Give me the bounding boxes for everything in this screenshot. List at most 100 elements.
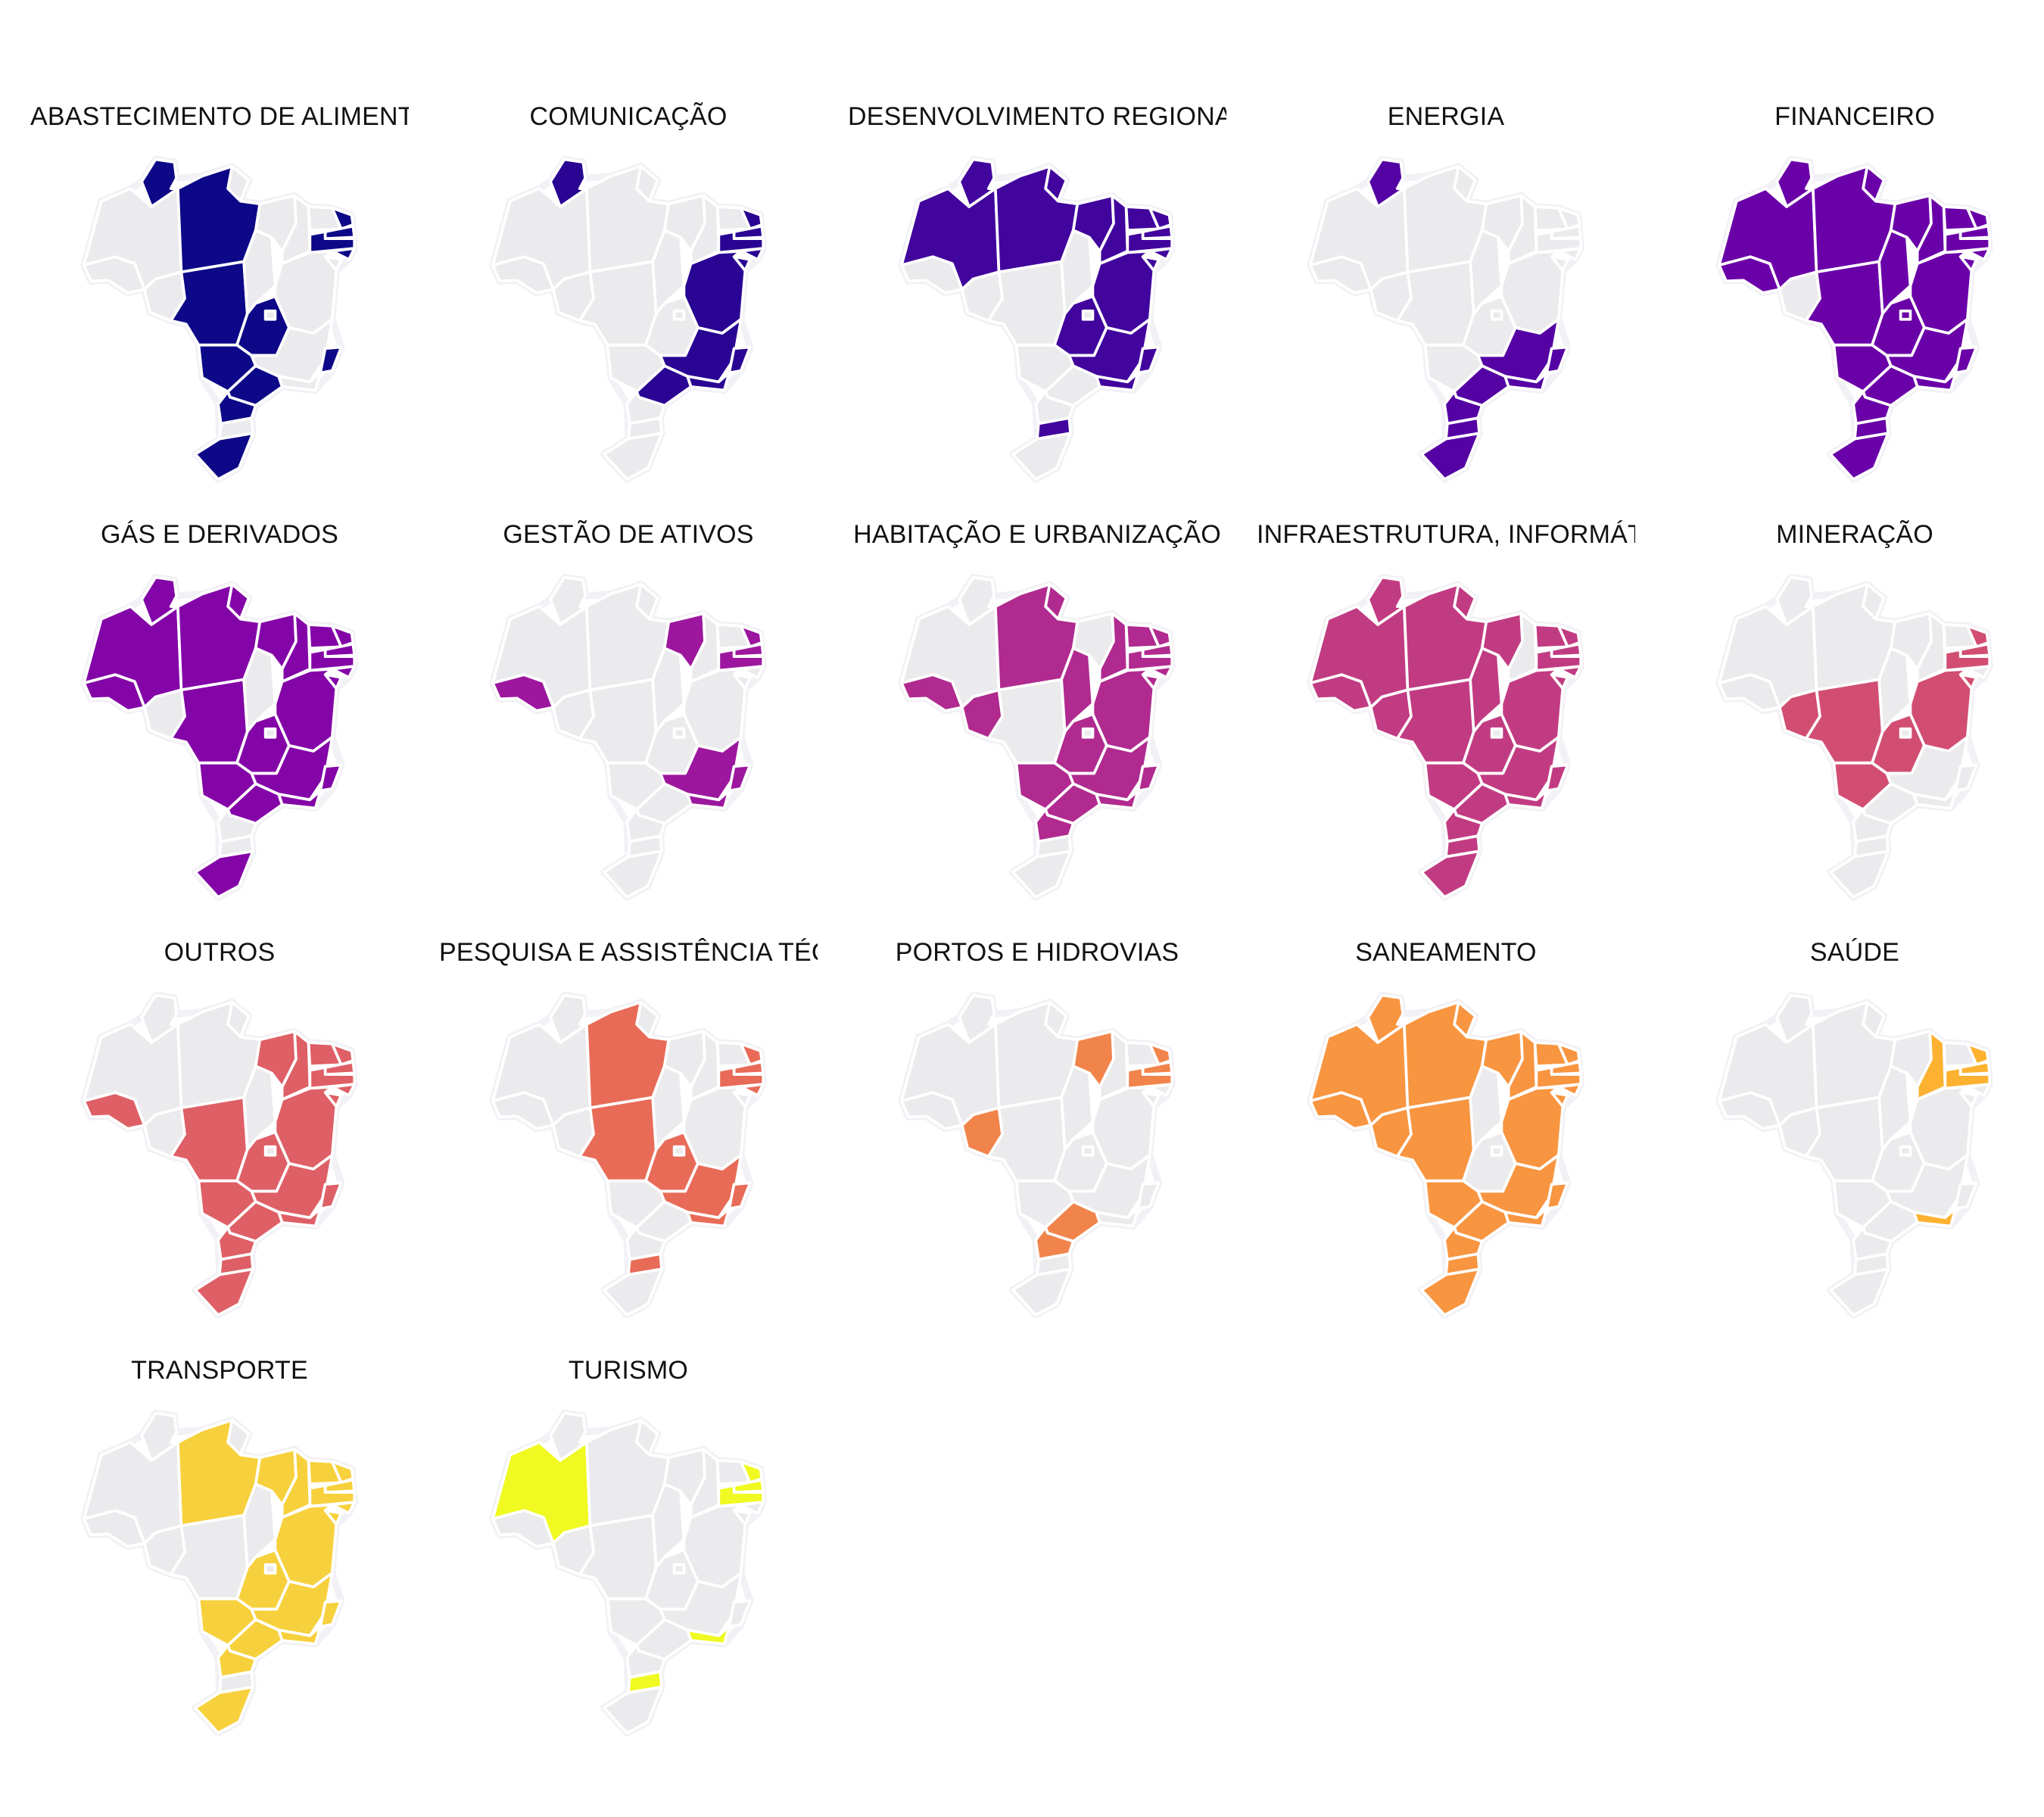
state-es [319, 1599, 343, 1628]
state-mt [1395, 260, 1475, 347]
state-es [728, 1181, 752, 1211]
state-rr [1366, 575, 1406, 626]
state-al [739, 247, 765, 261]
state-rn [1556, 624, 1581, 649]
state-rs [1420, 432, 1481, 481]
state-mt [578, 260, 658, 347]
brazil-map-svg [1307, 155, 1584, 483]
state-mt [1804, 1095, 1884, 1183]
state-rn [739, 624, 764, 649]
map-panel: HABITAÇÃO E URBANIZAÇÃO [848, 512, 1226, 905]
state-rs [1011, 849, 1072, 899]
state-mt [578, 1095, 658, 1183]
brazil-map [439, 983, 818, 1323]
state-al [739, 1083, 765, 1097]
brazil-map [848, 147, 1226, 488]
state-rs [194, 849, 254, 899]
state-mt [1804, 260, 1884, 347]
state-al [330, 1083, 356, 1097]
state-al [330, 1501, 356, 1515]
state-rs [1420, 1267, 1481, 1317]
state-rr [549, 993, 588, 1044]
state-rs [1829, 849, 1890, 899]
state-mt [169, 1095, 249, 1183]
map-panel: COMUNICAÇÃO [439, 94, 818, 488]
state-rn [1148, 1042, 1173, 1067]
state-df [672, 727, 686, 739]
state-mt [1804, 678, 1884, 765]
state-rs [1829, 432, 1890, 481]
state-mt [578, 1513, 658, 1600]
brazil-map [1257, 983, 1635, 1323]
state-rn [330, 1460, 355, 1485]
brazil-map-svg [1307, 991, 1584, 1319]
brazil-map [1665, 565, 2044, 905]
state-rr [1366, 157, 1406, 208]
state-rn [1148, 624, 1173, 649]
state-rn [1965, 1042, 1990, 1067]
panel-title: SANEAMENTO [1355, 938, 1537, 967]
state-df [1490, 309, 1503, 321]
panel-title: PORTOS E HIDROVIAS [895, 938, 1179, 967]
state-rn [739, 206, 764, 231]
state-es [728, 763, 752, 793]
brazil-map [439, 147, 818, 488]
brazil-map-svg [1715, 573, 1993, 901]
state-mt [169, 678, 249, 765]
state-rn [1556, 206, 1581, 231]
state-al [1965, 665, 1991, 679]
state-rs [1011, 432, 1072, 481]
brazil-map [30, 565, 409, 905]
state-df [263, 309, 277, 321]
map-panel: TRANSPORTE [30, 1348, 409, 1741]
state-es [1136, 345, 1161, 375]
state-al [1556, 1083, 1582, 1097]
state-df [1899, 309, 1912, 321]
panel-title: PESQUISA E ASSISTÊNCIA TÉCNICA AGROPECUÁ… [439, 938, 818, 967]
brazil-map-svg [1715, 991, 1993, 1319]
map-panel: INFRAESTRUTURA, INFORMÁTICA E TECNOLOGIA… [1257, 512, 1635, 905]
brazil-map [1257, 565, 1635, 905]
state-es [319, 763, 343, 793]
brazil-map-svg [898, 991, 1176, 1319]
state-rr [1366, 993, 1406, 1044]
state-es [1545, 763, 1569, 793]
state-df [1490, 1145, 1503, 1157]
state-rr [1775, 575, 1815, 626]
state-rn [1965, 624, 1990, 649]
panel-title: ENERGIA [1387, 102, 1505, 131]
state-rn [330, 624, 355, 649]
brazil-map-svg [80, 573, 358, 901]
panel-title: TRANSPORTE [131, 1356, 308, 1385]
map-panel: SAÚDE [1665, 930, 2044, 1323]
state-al [739, 665, 765, 679]
state-rn [739, 1042, 764, 1067]
brazil-map-svg [489, 1409, 767, 1737]
state-rn [330, 206, 355, 231]
state-rn [739, 1460, 764, 1485]
state-al [1148, 1083, 1173, 1097]
state-df [263, 1145, 277, 1157]
map-panel: PORTOS E HIDROVIAS [848, 930, 1226, 1323]
map-panel: FINANCEIRO [1665, 94, 2044, 488]
state-al [1556, 247, 1582, 261]
state-rn [330, 1042, 355, 1067]
panel-title: GÁS E DERIVADOS [100, 520, 339, 549]
panel-title: INFRAESTRUTURA, INFORMÁTICA E TECNOLOGIA… [1257, 520, 1635, 549]
map-panel: GÁS E DERIVADOS [30, 512, 409, 905]
brazil-map-svg [898, 573, 1176, 901]
panel-title: MINERAÇÃO [1776, 520, 1933, 549]
state-es [1545, 345, 1569, 375]
panel-title: ABASTECIMENTO DE ALIMENTOS E OUTROS [30, 102, 409, 131]
brazil-map [439, 565, 818, 905]
state-es [728, 1599, 752, 1628]
state-rr [549, 575, 588, 626]
state-es [728, 345, 752, 375]
state-mt [986, 678, 1067, 765]
state-rr [140, 993, 179, 1044]
state-mt [169, 260, 249, 347]
brazil-map [30, 983, 409, 1323]
state-mt [1395, 1095, 1475, 1183]
brazil-map-svg [898, 155, 1176, 483]
